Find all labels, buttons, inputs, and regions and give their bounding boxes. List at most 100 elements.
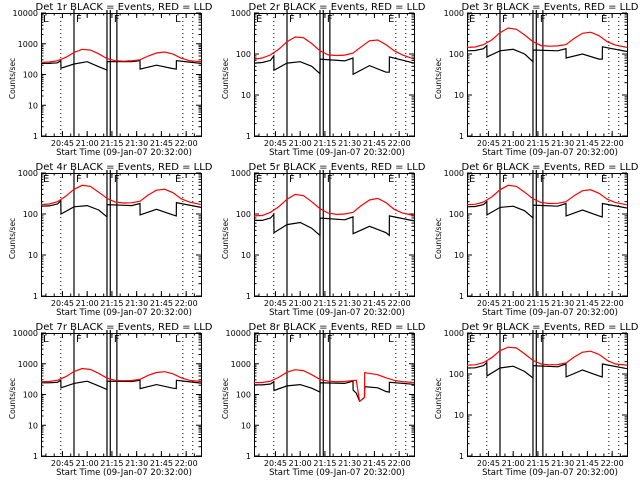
state-flag-label: E <box>43 174 49 185</box>
x-tick-label: 20:45 <box>51 139 74 148</box>
y-axis-label: Counts/sec <box>8 218 17 259</box>
x-tick-label: 21:45 <box>363 459 386 468</box>
y-tick-label: 1000 <box>444 9 464 18</box>
panel-det-5: Det 5r BLACK = Events, RED = LLD 1 10 100 10… <box>221 162 426 318</box>
x-tick-label: 22:00 <box>388 459 411 468</box>
state-flag-label: L <box>175 334 181 345</box>
state-flag-label: F <box>114 14 120 25</box>
x-tick-label: 21:30 <box>551 299 574 308</box>
y-tick-label: 100 <box>449 210 464 219</box>
y-tick-label: 1000 <box>444 169 464 178</box>
state-flag-label: L <box>43 334 49 345</box>
state-flag-label: F <box>114 334 120 345</box>
events-series-line <box>466 44 628 64</box>
events-series-line <box>41 379 202 391</box>
plot-frame <box>41 333 202 457</box>
panel-det-6: Det 6r BLACK = Events, RED = LLD 1 10 100 10… <box>434 162 639 318</box>
x-tick-label: 22:00 <box>175 299 198 308</box>
y-tick-label: 1 <box>459 452 464 461</box>
x-tick-label: 21:15 <box>313 139 336 148</box>
x-tick-label: 22:00 <box>388 139 411 148</box>
y-tick-label: 10 <box>241 251 251 260</box>
x-axis-label: Start Time (09-Jan-07 20:32:00) <box>56 148 192 158</box>
events-series-line <box>254 380 415 402</box>
y-tick-label: 100 <box>236 210 251 219</box>
plot-frame <box>254 13 415 137</box>
x-tick-label: 21:45 <box>150 299 173 308</box>
y-tick-label: 10 <box>454 251 464 260</box>
y-tick-label: 100 <box>23 391 38 400</box>
x-tick-label: 21:30 <box>338 299 361 308</box>
panel-title: Det 5r BLACK = Events, RED = LLD <box>249 162 426 173</box>
panel-title: Det 4r BLACK = Events, RED = LLD <box>36 162 213 173</box>
state-flag-label: E <box>469 14 475 25</box>
x-tick-label: 22:00 <box>175 139 198 148</box>
state-flag-label: L <box>175 14 181 25</box>
y-tick-label: 100 <box>23 210 38 219</box>
x-tick-label: 20:45 <box>264 459 287 468</box>
x-tick-label: 20:45 <box>264 139 287 148</box>
state-flag-label: L <box>388 334 394 345</box>
panel-det-2: Det 2r BLACK = Events, RED = LLD 1 10 100 10… <box>221 2 426 158</box>
state-flag-label: E <box>175 174 181 185</box>
state-flag-label: F <box>114 174 120 185</box>
y-tick-label: 1 <box>459 292 464 301</box>
y-tick-label: 1000 <box>18 40 38 49</box>
x-tick-label: 21:30 <box>338 459 361 468</box>
x-axis-label: Start Time (09-Jan-07 20:32:00) <box>56 468 192 478</box>
panel-title: Det 2r BLACK = Events, RED = LLD <box>249 2 426 13</box>
x-tick-label: 21:00 <box>502 459 525 468</box>
panel-det-4: Det 4r BLACK = Events, RED = LLD 1 10 100 10… <box>8 162 213 318</box>
x-tick-label: 21:15 <box>100 459 123 468</box>
state-flag-label: F <box>502 14 508 25</box>
y-tick-label: 100 <box>236 50 251 59</box>
x-tick-label: 21:15 <box>313 299 336 308</box>
x-tick-label: 21:30 <box>125 139 148 148</box>
y-tick-label: 1000 <box>18 360 38 369</box>
x-tick-label: 22:00 <box>601 459 624 468</box>
y-tick-label: 10000 <box>13 9 38 18</box>
y-tick-label: 1 <box>246 132 251 141</box>
x-axis-label: Start Time (09-Jan-07 20:32:00) <box>269 148 405 158</box>
lld-series-line <box>40 48 202 63</box>
x-axis-label: Start Time (09-Jan-07 20:32:00) <box>56 308 192 318</box>
y-axis-label: Counts/sec <box>434 58 443 99</box>
state-flag-label: F <box>540 14 546 25</box>
lld-series-line <box>40 184 202 206</box>
panel-det-7: Det 7r BLACK = Events, RED = LLD 1 10 100 10… <box>8 322 213 478</box>
x-tick-label: 20:45 <box>51 459 74 468</box>
y-tick-label: 10 <box>28 101 38 110</box>
state-flag-label: F <box>540 174 546 185</box>
x-tick-label: 21:30 <box>551 459 574 468</box>
state-flag-label: E <box>256 14 262 25</box>
y-tick-label: 10 <box>454 91 464 100</box>
panel-det-1: Det 1r BLACK = Events, RED = LLD 1 10 100 10… <box>8 2 213 158</box>
state-flag-label: E <box>388 174 394 185</box>
x-tick-label: 20:45 <box>264 299 287 308</box>
lld-series-line <box>253 193 415 217</box>
x-tick-label: 20:45 <box>477 299 500 308</box>
y-tick-label: 10000 <box>226 329 251 338</box>
state-flag-label: F <box>76 334 82 345</box>
x-tick-label: 21:45 <box>576 459 599 468</box>
panel-title: Det 3r BLACK = Events, RED = LLD <box>462 2 639 13</box>
x-tick-label: 21:45 <box>150 139 173 148</box>
y-axis-label: Counts/sec <box>221 58 230 99</box>
y-tick-label: 1 <box>246 452 251 461</box>
x-tick-label: 21:00 <box>289 139 312 148</box>
y-tick-label: 100 <box>449 50 464 59</box>
y-tick-label: 1 <box>33 452 38 461</box>
x-tick-label: 22:00 <box>601 139 624 148</box>
state-flag-label: F <box>327 334 333 345</box>
state-flag-label: L <box>43 14 49 25</box>
x-tick-label: 21:00 <box>289 459 312 468</box>
state-flag-label: F <box>76 174 82 185</box>
x-axis-label: Start Time (09-Jan-07 20:32:00) <box>269 468 405 478</box>
x-tick-label: 22:00 <box>601 299 624 308</box>
x-tick-label: 21:30 <box>551 139 574 148</box>
y-tick-label: 10000 <box>13 329 38 338</box>
y-tick-label: 1000 <box>231 360 251 369</box>
state-flag-label: F <box>76 14 82 25</box>
x-tick-label: 21:45 <box>363 139 386 148</box>
panel-title: Det 1r BLACK = Events, RED = LLD <box>36 2 213 13</box>
